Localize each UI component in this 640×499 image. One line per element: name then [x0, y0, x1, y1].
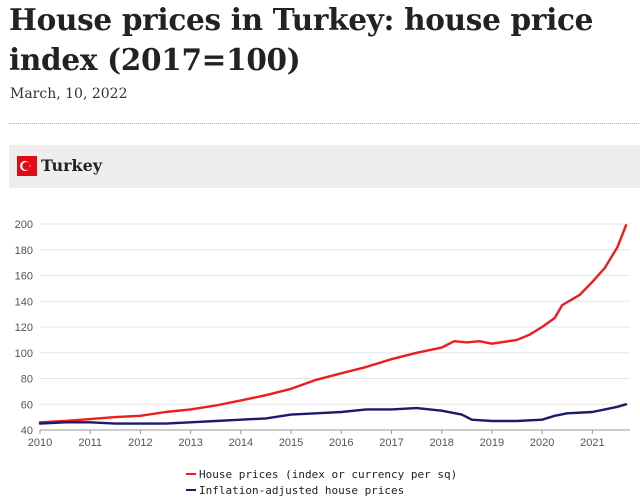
x-tick-label: 2012 — [128, 437, 152, 449]
legend-item-nominal: House prices (index or currency per sq) — [186, 466, 457, 482]
y-tick-label: 160 — [15, 271, 33, 283]
y-tick-label: 140 — [15, 296, 33, 308]
x-tick-label: 2016 — [329, 437, 353, 449]
country-name: Turkey — [41, 156, 103, 175]
x-tick-label: 2013 — [178, 437, 202, 449]
x-tick-label: 2020 — [530, 437, 554, 449]
legend-swatch-real — [186, 489, 196, 491]
publish-date: March, 10, 2022 — [10, 86, 128, 102]
country-header: Turkey — [9, 145, 640, 188]
x-tick-label: 2010 — [28, 437, 52, 449]
legend-label-nominal: House prices (index or currency per sq) — [199, 467, 458, 481]
legend-label-real: Inflation-adjusted house prices — [199, 483, 405, 497]
divider — [9, 123, 639, 124]
x-tick-label: 2017 — [379, 437, 403, 449]
turkey-flag-icon — [17, 156, 37, 176]
legend-swatch-nominal — [186, 473, 196, 475]
x-tick-label: 2021 — [580, 437, 604, 449]
series-line-real — [38, 403, 628, 425]
y-tick-label: 80 — [21, 374, 33, 386]
y-tick-label: 180 — [15, 245, 33, 257]
y-tick-label: 100 — [15, 348, 33, 360]
x-tick-label: 2018 — [429, 437, 453, 449]
page-title: House prices in Turkey: house price inde… — [9, 2, 594, 77]
x-tick-label: 2011 — [78, 437, 102, 449]
x-tick-label: 2019 — [480, 437, 504, 449]
chart-legend: House prices (index or currency per sq) … — [186, 466, 457, 498]
x-tick-label: 2015 — [279, 437, 303, 449]
y-tick-label: 60 — [21, 399, 33, 411]
y-tick-label: 40 — [21, 425, 33, 437]
series-line-nominal — [38, 224, 628, 424]
y-tick-label: 200 — [15, 219, 33, 231]
house-price-line-chart: 40 60 80 100 120 140 160 180 200 2010 2011 2012 2013… — [15, 219, 630, 449]
legend-item-real: Inflation-adjusted house prices — [186, 482, 457, 498]
y-tick-label: 120 — [15, 322, 33, 334]
x-tick-label: 2014 — [229, 437, 253, 449]
